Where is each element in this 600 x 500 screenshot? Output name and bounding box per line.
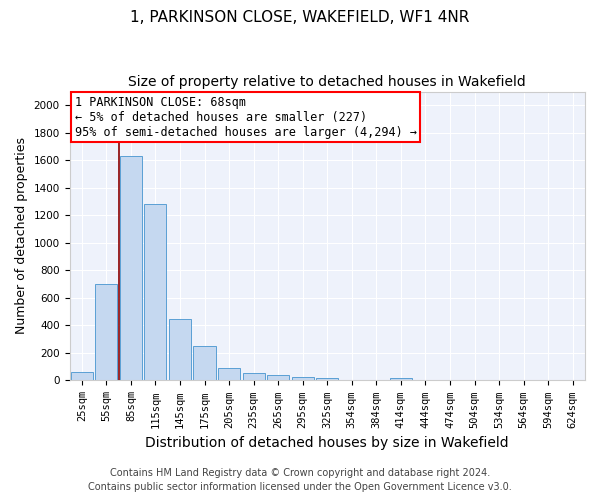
Bar: [95, 284, 118, 380]
Bar: [169, 319, 191, 380]
Text: Contains public sector information licensed under the Open Government Licence v3: Contains public sector information licen…: [88, 482, 512, 492]
Bar: [120, 156, 142, 380]
Bar: [242, 373, 265, 380]
Bar: [316, 378, 338, 380]
Bar: [292, 376, 314, 380]
Title: Size of property relative to detached houses in Wakefield: Size of property relative to detached ho…: [128, 75, 526, 89]
Text: 1, PARKINSON CLOSE, WAKEFIELD, WF1 4NR: 1, PARKINSON CLOSE, WAKEFIELD, WF1 4NR: [130, 10, 470, 25]
Bar: [390, 378, 412, 380]
Bar: [218, 368, 240, 380]
Y-axis label: Number of detached properties: Number of detached properties: [15, 138, 28, 334]
X-axis label: Distribution of detached houses by size in Wakefield: Distribution of detached houses by size …: [145, 436, 509, 450]
Bar: [145, 204, 166, 380]
Bar: [193, 346, 215, 380]
Bar: [71, 372, 93, 380]
Text: 1 PARKINSON CLOSE: 68sqm
← 5% of detached houses are smaller (227)
95% of semi-d: 1 PARKINSON CLOSE: 68sqm ← 5% of detache…: [74, 96, 416, 139]
Bar: [267, 375, 289, 380]
Text: Contains HM Land Registry data © Crown copyright and database right 2024.: Contains HM Land Registry data © Crown c…: [110, 468, 490, 477]
